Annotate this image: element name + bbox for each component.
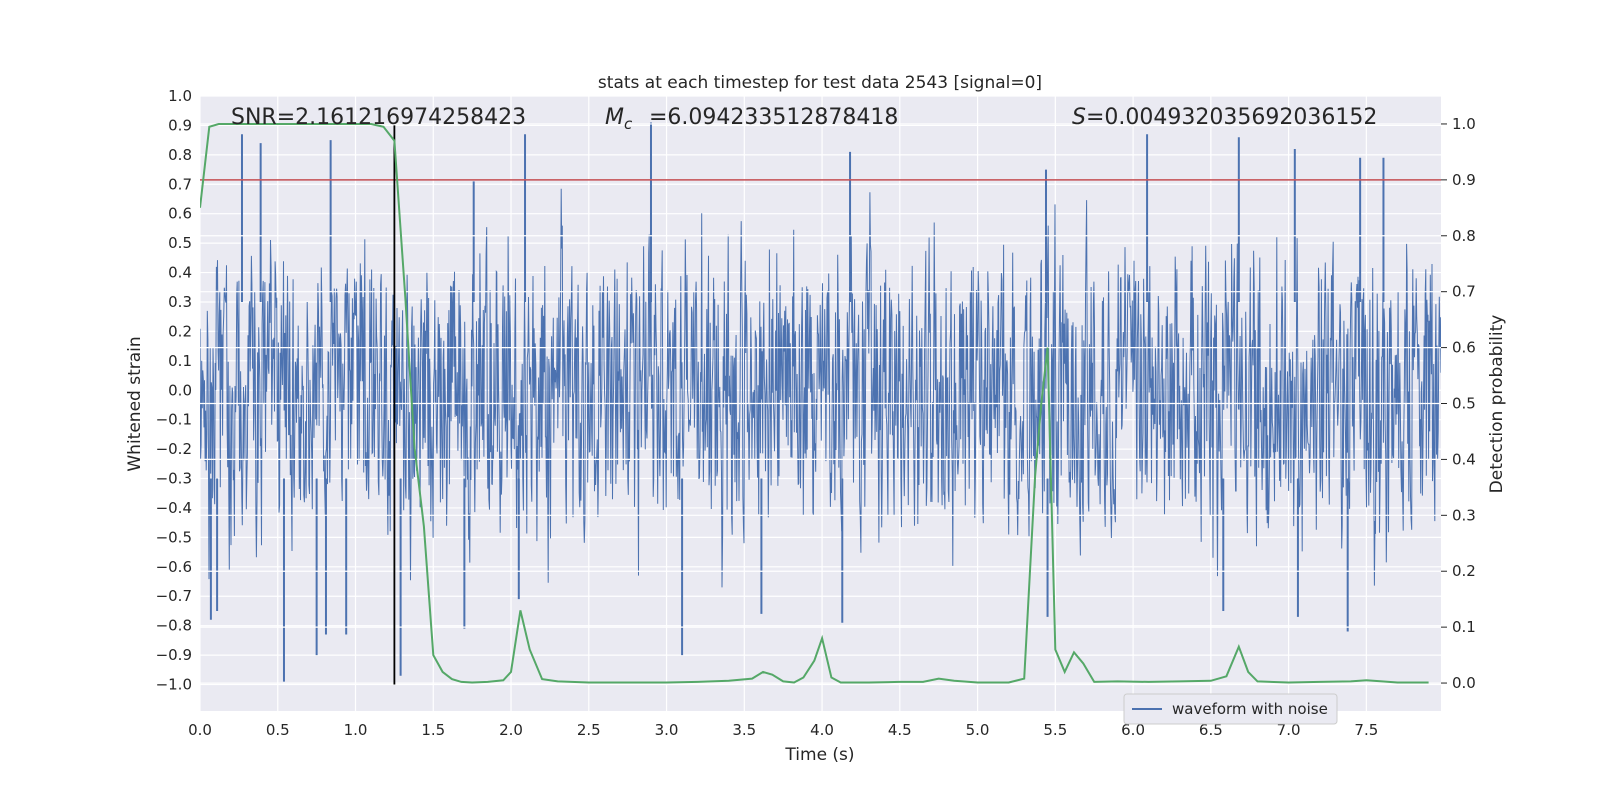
chart-title: stats at each timestep for test data 254… — [598, 73, 1042, 93]
y-right-tick-label: 0.5 — [1452, 395, 1476, 413]
y-right-tick-label: 0.3 — [1452, 506, 1476, 524]
x-tick-label: 7.0 — [1277, 721, 1301, 739]
y-left-tick-label: −0.9 — [156, 646, 192, 664]
snr-annotation: SNR=2.161216974258423 — [231, 105, 526, 130]
waveform-spikes — [209, 122, 1385, 682]
x-tick-label: 2.5 — [577, 721, 601, 739]
y-right-tick-label: 0.0 — [1452, 674, 1476, 692]
x-tick-label: 2.0 — [499, 721, 523, 739]
x-tick-label: 0.0 — [188, 721, 212, 739]
s-symbol: S — [1072, 105, 1086, 130]
y-left-tick-label: 0.8 — [168, 146, 192, 164]
x-tick-label: 4.0 — [810, 721, 834, 739]
x-tick-label: 5.5 — [1043, 721, 1067, 739]
y-left-tick-label: −0.3 — [156, 470, 192, 488]
y-left-tick-label: 0.0 — [168, 381, 192, 399]
y-right-tick-label: 0.9 — [1452, 171, 1476, 189]
y-left-tick-label: −0.7 — [156, 587, 192, 605]
legend: waveform with noise — [1123, 693, 1338, 725]
y-right-tick-label: 0.1 — [1452, 618, 1476, 636]
y-right-tick-label: 0.7 — [1452, 283, 1476, 301]
x-tick-label: 3.5 — [732, 721, 756, 739]
y-left-tick-label: −0.5 — [156, 528, 192, 546]
y-right-tick-label: 0.6 — [1452, 339, 1476, 357]
y-left-tick-label: 0.2 — [168, 322, 192, 340]
x-axis-label: Time (s) — [784, 745, 854, 765]
x-tick-label: 1.5 — [421, 721, 445, 739]
y-left-tick-label: 0.5 — [168, 234, 192, 252]
x-tick-label: 0.5 — [266, 721, 290, 739]
y-left-tick-label: 1.0 — [168, 87, 192, 105]
y-left-tick-label: 0.7 — [168, 175, 192, 193]
x-tick-label: 6.5 — [1199, 721, 1223, 739]
y-left-tick-label: −0.6 — [156, 558, 192, 576]
x-axis-ticks: 0.0 0.5 1.0 1.5 2.0 2.5 3.0 3.5 4.0 4.5 5.0 5.5 6.0 6… — [188, 721, 1378, 739]
y-right-tick-label: 0.4 — [1452, 450, 1476, 468]
y-left-tick-label: 0.1 — [168, 352, 192, 370]
y-right-axis-ticks: 0.0 0.1 0.2 0.3 0.4 0.5 0.6 0.7 0.8 0.9 1.0 — [1441, 115, 1476, 692]
detection-probability-series — [200, 123, 1429, 684]
y-right-axis-label: Detection probability — [1487, 315, 1507, 494]
x-tick-label: 3.0 — [655, 721, 679, 739]
y-left-tick-label: −0.4 — [156, 499, 192, 517]
y-left-tick-label: −0.1 — [156, 411, 192, 429]
y-left-tick-label: −0.2 — [156, 440, 192, 458]
s-value: =0.004932035692036152 — [1086, 105, 1377, 130]
x-tick-label: 1.0 — [344, 721, 368, 739]
y-left-axis-label: Whitened strain — [125, 336, 145, 471]
s-annotation: S =0.004932035692036152 — [1072, 105, 1377, 130]
chirp-mass-value: =6.094233512878418 — [649, 105, 898, 130]
x-tick-label: 6.0 — [1121, 721, 1145, 739]
x-tick-label: 7.5 — [1354, 721, 1378, 739]
y-right-tick-label: 0.8 — [1452, 227, 1476, 245]
y-right-tick-label: 1.0 — [1452, 115, 1476, 133]
chirp-mass-annotation: Mc =6.094233512878418 — [605, 105, 898, 133]
y-left-tick-label: 0.6 — [168, 205, 192, 223]
x-tick-label: 4.5 — [888, 721, 912, 739]
legend-box — [1123, 693, 1338, 725]
y-right-tick-label: 0.2 — [1452, 562, 1476, 580]
y-left-tick-label: 0.3 — [168, 293, 192, 311]
x-tick-label: 5.0 — [966, 721, 990, 739]
y-left-tick-label: −1.0 — [156, 676, 192, 694]
y-left-tick-label: 0.9 — [168, 116, 192, 134]
y-left-tick-label: −0.8 — [156, 617, 192, 635]
y-left-axis-ticks: 1.0 0.9 0.8 0.7 0.6 0.5 0.4 0.3 0.2 0.1 0.0 −0.1 −0.… — [156, 87, 192, 694]
y-left-tick-label: 0.4 — [168, 264, 192, 282]
legend-label: waveform with noise — [1172, 700, 1328, 718]
